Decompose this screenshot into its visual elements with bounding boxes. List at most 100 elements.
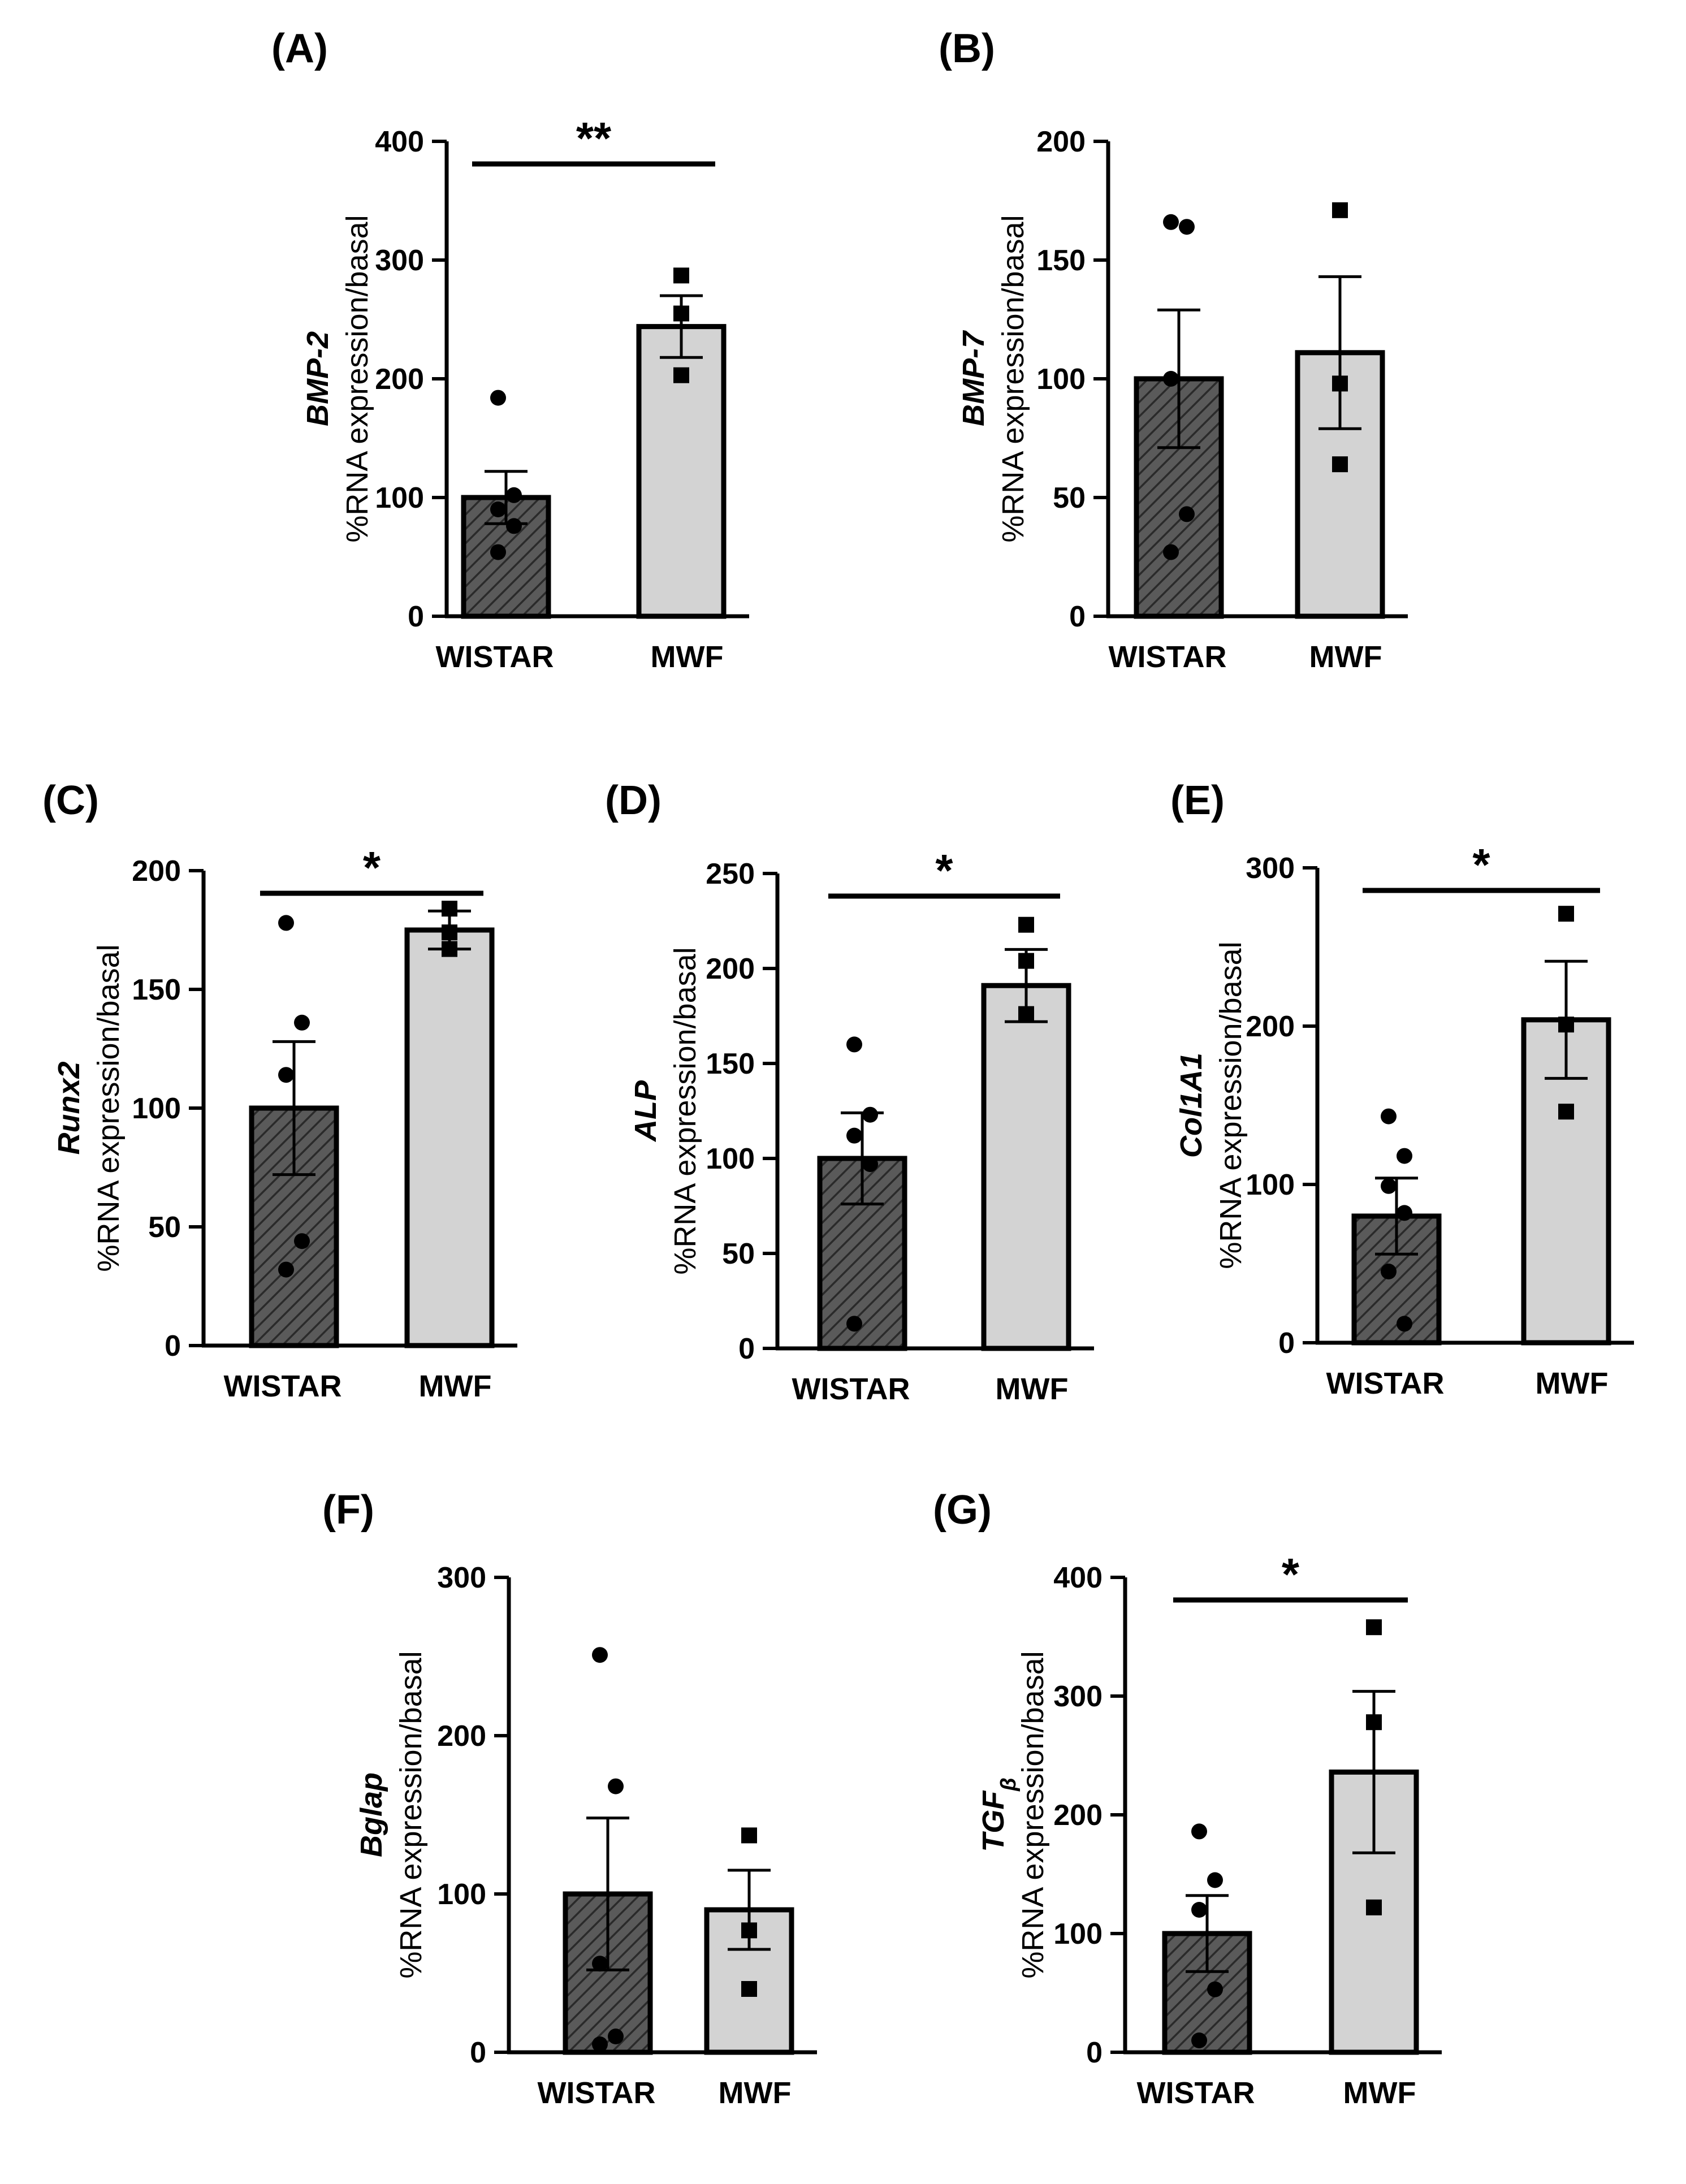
y-tick-label-a: 300 <box>375 244 424 277</box>
y-axis-gene-label-b: BMP-7 <box>957 330 991 426</box>
point-b-wistar <box>1163 544 1179 560</box>
y-tick-label-d: 200 <box>706 953 755 985</box>
error-bar-g-wistar <box>1186 1894 1229 1973</box>
point-b-wistar <box>1163 371 1179 387</box>
point-f-wistar <box>608 2029 624 2044</box>
y-axis-gene-label-d: ALP <box>629 1080 663 1143</box>
y-axis-label-f: %RNA expression/basal <box>394 1651 428 1978</box>
y-tick-label-d: 150 <box>706 1048 755 1080</box>
point-a-mwf <box>673 267 689 284</box>
y-tick-label-b: 100 <box>1036 363 1086 396</box>
point-g-mwf <box>1366 1619 1382 1636</box>
point-b-mwf <box>1332 375 1348 392</box>
error-bar-b-mwf <box>1318 275 1361 430</box>
significance-marker-a: ** <box>576 113 612 163</box>
y-tick-label-d: 0 <box>738 1333 755 1365</box>
y-tick-label-f: 300 <box>437 1562 486 1594</box>
point-d-wistar <box>862 1156 878 1173</box>
y-tick-label-d: 250 <box>706 858 755 890</box>
significance-marker-e: * <box>1472 840 1490 890</box>
x-category-label-e-wistar: WISTAR <box>1326 1366 1445 1400</box>
point-c-wistar <box>278 1067 294 1083</box>
point-d-wistar <box>846 1127 862 1144</box>
x-category-label-c-mwf: MWF <box>419 1369 492 1403</box>
point-f-mwf <box>741 1922 757 1939</box>
point-e-wistar <box>1397 1205 1412 1221</box>
y-tick-label-e: 0 <box>1278 1327 1295 1360</box>
point-c-mwf <box>442 941 457 957</box>
point-d-wistar <box>862 1106 878 1123</box>
point-c-wistar <box>278 915 294 931</box>
y-tick-label-f: 0 <box>470 2036 486 2069</box>
chart-e: 0 100 200 300 WISTAR MWF Col1A1 %RNA expression… <box>1174 840 1634 1400</box>
bar-d-mwf <box>981 983 1071 1351</box>
point-a-mwf <box>673 367 689 383</box>
error-bar-f-wistar <box>586 1817 629 1971</box>
point-g-wistar <box>1191 2032 1207 2048</box>
y-tick-label-g: 100 <box>1053 1918 1103 1951</box>
chart-a: 0 100 200 300 400 WISTAR MWF BMP-2 %RNA expressi… <box>301 113 749 674</box>
y-tick-label-b: 0 <box>1069 600 1086 633</box>
x-category-label-c-wistar: WISTAR <box>224 1369 342 1403</box>
y-axis-gene-subscript-g: β <box>997 1778 1021 1792</box>
y-tick-label-a: 0 <box>408 600 424 633</box>
point-b-mwf <box>1332 202 1348 218</box>
point-f-wistar <box>608 1778 624 1794</box>
point-f-mwf <box>741 1827 757 1844</box>
y-tick-label-b: 50 <box>1053 482 1086 514</box>
y-tick-label-e: 100 <box>1246 1169 1295 1201</box>
y-axis-gene-label-g: TGFβ <box>976 1778 1021 1852</box>
panel-label-d: (D) <box>605 778 662 823</box>
point-b-wistar <box>1163 214 1179 230</box>
x-category-label-g-mwf: MWF <box>1343 2076 1416 2110</box>
point-e-mwf <box>1558 906 1574 922</box>
point-c-wistar <box>278 1261 294 1278</box>
y-tick-label-b: 200 <box>1036 126 1086 158</box>
y-axis-label-a: %RNA expression/basal <box>340 215 374 542</box>
point-c-wistar <box>294 1014 310 1031</box>
bar-b-wistar <box>1134 376 1224 619</box>
point-b-mwf <box>1332 456 1348 473</box>
x-category-label-b-wistar: WISTAR <box>1109 640 1227 674</box>
error-bar-e-wistar <box>1375 1177 1418 1256</box>
chart-c: 0 50 100 150 200 WISTAR MWF Runx2 %RNA expressio… <box>52 842 517 1403</box>
point-e-wistar <box>1397 1316 1412 1332</box>
x-category-label-d-mwf: MWF <box>996 1372 1069 1406</box>
point-d-wistar <box>846 1036 862 1053</box>
significance-marker-c: * <box>363 842 381 893</box>
point-f-wistar <box>592 1956 608 1972</box>
y-axis-label-g: %RNA expression/basal <box>1016 1651 1050 1978</box>
y-tick-label-a: 100 <box>375 482 424 514</box>
point-e-wistar <box>1381 1178 1397 1194</box>
point-b-wistar <box>1179 506 1195 522</box>
y-tick-label-c: 50 <box>148 1211 181 1244</box>
point-d-mwf <box>1018 953 1034 969</box>
point-a-wistar <box>490 390 506 406</box>
y-axis-gene-label-c: Runx2 <box>52 1061 86 1154</box>
error-bar-c-wistar <box>273 1040 315 1177</box>
chart-g: 0 100 200 300 400 WISTAR MWF TGFβ%RNA expressio… <box>976 1549 1442 2110</box>
point-a-wistar <box>490 501 506 517</box>
significance-marker-g: * <box>1282 1549 1300 1599</box>
y-tick-label-g: 400 <box>1053 1562 1103 1594</box>
panel-label-g: (G) <box>933 1487 992 1533</box>
panel-label-f: (F) <box>322 1487 374 1533</box>
y-tick-label-a: 400 <box>375 126 424 158</box>
y-tick-label-g: 0 <box>1086 2036 1103 2069</box>
x-category-label-a-mwf: MWF <box>651 640 724 674</box>
y-tick-label-c: 0 <box>165 1330 181 1363</box>
chart-d: 0 50 100 150 200 250 WISTAR MWF ALP %RNA expressi… <box>629 845 1094 1406</box>
point-e-mwf <box>1558 1017 1574 1033</box>
y-tick-label-g: 300 <box>1053 1680 1103 1713</box>
panel-label-c: (C) <box>42 778 99 823</box>
point-c-mwf <box>442 924 457 941</box>
x-category-label-b-mwf: MWF <box>1309 640 1382 674</box>
point-g-mwf <box>1366 1714 1382 1731</box>
y-tick-label-e: 200 <box>1246 1010 1295 1043</box>
x-category-label-f-mwf: MWF <box>719 2076 792 2110</box>
y-tick-label-d: 100 <box>706 1143 755 1175</box>
y-tick-label-a: 200 <box>375 363 424 396</box>
panel-label-b: (B) <box>939 26 995 71</box>
y-tick-label-e: 300 <box>1246 852 1295 885</box>
